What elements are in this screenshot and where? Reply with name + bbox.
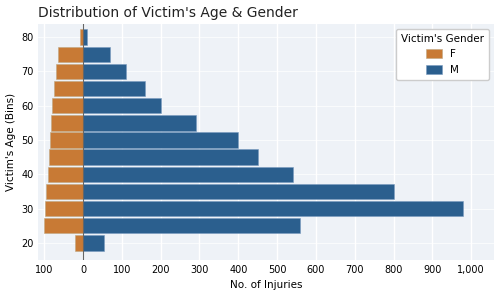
Bar (83, 98, 160, 113)
Bar (83, 235, 104, 251)
Text: Distribution of Victim's Age & Gender: Distribution of Victim's Age & Gender (38, 6, 298, 20)
Bar (83, 149, 258, 165)
Bar (45, 201, 83, 216)
Bar (83, 132, 238, 148)
Bar (83, 30, 87, 45)
Legend: F, M: F, M (396, 29, 489, 80)
Bar (83, 167, 292, 182)
Bar (83, 184, 394, 199)
X-axis label: No. of Injuries: No. of Injuries (230, 280, 302, 290)
Bar (49, 149, 83, 165)
Bar (46, 184, 83, 199)
Y-axis label: Victim's Age (Bins): Victim's Age (Bins) (6, 93, 16, 191)
Bar (83, 47, 110, 62)
Bar (83, 81, 145, 96)
Bar (83, 201, 464, 216)
Bar (75, 235, 83, 251)
Bar (50, 132, 83, 148)
Bar (51, 115, 83, 131)
Bar (52, 98, 83, 113)
Bar (56, 64, 83, 79)
Bar (48, 167, 83, 182)
Bar (58, 47, 83, 62)
Bar (80, 30, 83, 45)
Bar (83, 64, 126, 79)
Bar (44, 218, 83, 234)
Bar (54, 81, 83, 96)
Bar (83, 218, 300, 234)
Bar (83, 115, 196, 131)
